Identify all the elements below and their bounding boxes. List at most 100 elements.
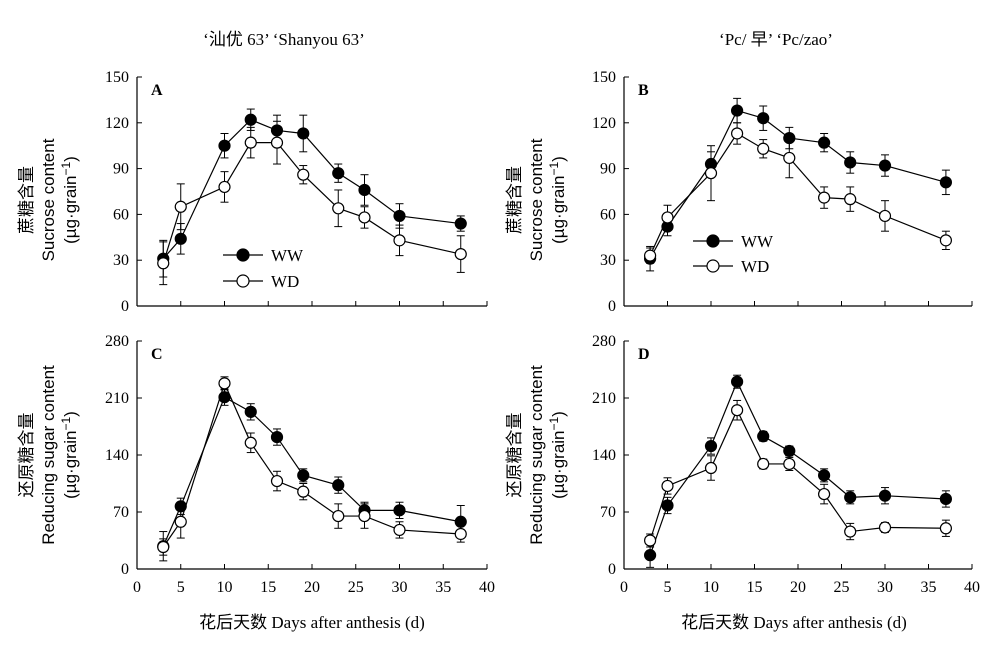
data-point-wd xyxy=(783,457,796,471)
data-point-ww xyxy=(817,136,831,149)
data-point-wd xyxy=(661,479,674,493)
data-point-wd xyxy=(358,509,371,523)
data-point-wd xyxy=(157,257,170,270)
x-tick-label: 5 xyxy=(664,579,672,596)
data-point-wd xyxy=(244,136,257,149)
ylabel-zh: 蔗糖含量 xyxy=(17,166,36,234)
data-point-wd xyxy=(174,200,187,213)
ylabel-unit: (µg·grain−1) xyxy=(59,156,80,244)
data-point-ww xyxy=(730,104,744,117)
data-point-ww xyxy=(218,391,231,404)
panel-c: 0 70 140 210 280 0 5 10 15 20 25 30 35 40 C xyxy=(105,333,495,596)
x-tick-label: 0 xyxy=(133,579,141,596)
data-point-ww xyxy=(297,469,310,482)
panel-b: 0 30 60 90 120 150 B WW WD xyxy=(592,69,973,315)
ylabel-en: Reducing sugar content xyxy=(39,365,58,545)
x-tick-label: 15 xyxy=(260,579,276,596)
data-point-ww xyxy=(332,167,345,180)
data-point-wd xyxy=(643,534,657,547)
data-point-ww xyxy=(358,183,371,197)
series-line-ww xyxy=(649,380,946,556)
data-point-wd xyxy=(332,202,345,215)
series-line-ww xyxy=(649,109,947,259)
title-right: ‘Pc/ 早’ ‘Pc/zao’ xyxy=(719,30,833,49)
data-point-wd xyxy=(174,515,187,528)
data-point-wd xyxy=(454,527,467,541)
y-tick-label: 210 xyxy=(592,390,616,407)
y-tick-label: 70 xyxy=(113,504,129,521)
data-point-ww xyxy=(844,491,857,504)
panel-label: D xyxy=(638,346,650,363)
ylabel-unit: (µg·grain−1) xyxy=(547,156,568,244)
y-tick-label: 0 xyxy=(121,561,129,578)
y-tick-label: 210 xyxy=(105,390,129,407)
y-tick-label: 150 xyxy=(105,69,129,86)
title-left: ‘汕优 63’ ‘Shanyou 63’ xyxy=(203,30,365,49)
data-point-ww xyxy=(939,176,953,189)
data-point-ww xyxy=(783,444,796,458)
ylabel-sucrose-left: 蔗糖含量 Sucrose content (µg·grain−1) xyxy=(17,138,80,261)
panel-label: C xyxy=(151,346,163,363)
x-tick-label: 35 xyxy=(435,579,451,596)
y-tick-label: 90 xyxy=(113,161,129,178)
data-point-wd xyxy=(297,168,310,181)
x-tick-label: 0 xyxy=(620,579,628,596)
panel-d: 0 70 140 210 280 0 5 10 15 20 25 30 35 40 D xyxy=(592,333,980,596)
series-line-wd xyxy=(162,381,461,548)
data-point-ww xyxy=(783,131,796,145)
data-point-wd xyxy=(270,136,284,149)
data-point-ww xyxy=(704,439,718,453)
series-line-wd xyxy=(162,142,461,264)
x-tick-label: 20 xyxy=(304,579,320,596)
data-point-wd xyxy=(704,167,718,180)
data-point-ww xyxy=(661,499,674,512)
x-tick-label: 20 xyxy=(790,579,806,596)
x-tick-label: 25 xyxy=(834,579,850,596)
data-point-wd xyxy=(244,436,257,449)
series-line-ww xyxy=(162,396,461,547)
ylabel-zh: 还原糖含量 xyxy=(17,413,36,498)
legend-marker-ww xyxy=(236,248,250,262)
data-point-ww xyxy=(454,515,467,528)
ylabel-en: Reducing sugar content xyxy=(527,365,546,545)
data-point-wd xyxy=(878,209,892,223)
x-tick-label: 10 xyxy=(703,579,719,596)
data-point-ww xyxy=(817,469,831,482)
legend-label: WW xyxy=(741,232,774,251)
y-tick-label: 120 xyxy=(105,115,129,132)
legend-marker-wd xyxy=(236,274,250,288)
data-point-wd xyxy=(218,180,231,194)
legend-marker-ww xyxy=(706,234,720,248)
legend-label: WD xyxy=(741,257,769,276)
ylabel-zh: 蔗糖含量 xyxy=(505,166,524,234)
data-point-wd xyxy=(730,404,744,417)
ylabel-zh: 还原糖含量 xyxy=(505,413,524,498)
panel-label: B xyxy=(638,82,649,99)
data-point-wd xyxy=(939,234,953,247)
x-tick-label: 5 xyxy=(177,579,185,596)
y-tick-label: 90 xyxy=(600,161,616,178)
data-point-ww xyxy=(297,127,310,140)
legend-label: WW xyxy=(271,246,304,265)
data-point-ww xyxy=(730,375,744,388)
y-tick-label: 60 xyxy=(113,206,129,223)
y-tick-label: 30 xyxy=(113,252,129,269)
x-tick-label: 40 xyxy=(964,579,980,596)
data-point-wd xyxy=(661,211,674,224)
xlabel-left: 花后天数 Days after anthesis (d) xyxy=(199,613,425,632)
data-point-wd xyxy=(817,487,831,501)
x-tick-label: 40 xyxy=(479,579,495,596)
data-point-ww xyxy=(757,112,770,125)
data-point-wd xyxy=(757,457,770,471)
data-point-wd xyxy=(297,485,310,498)
data-point-ww xyxy=(643,549,657,562)
data-point-wd xyxy=(878,521,892,534)
data-point-ww xyxy=(878,159,892,172)
data-point-wd xyxy=(358,211,371,224)
data-point-wd xyxy=(332,509,345,523)
data-point-ww xyxy=(454,217,467,230)
data-point-ww xyxy=(844,156,857,169)
data-point-ww xyxy=(878,489,892,502)
data-point-wd xyxy=(704,461,718,475)
ylabel-unit: (µg·grain−1) xyxy=(547,411,568,499)
